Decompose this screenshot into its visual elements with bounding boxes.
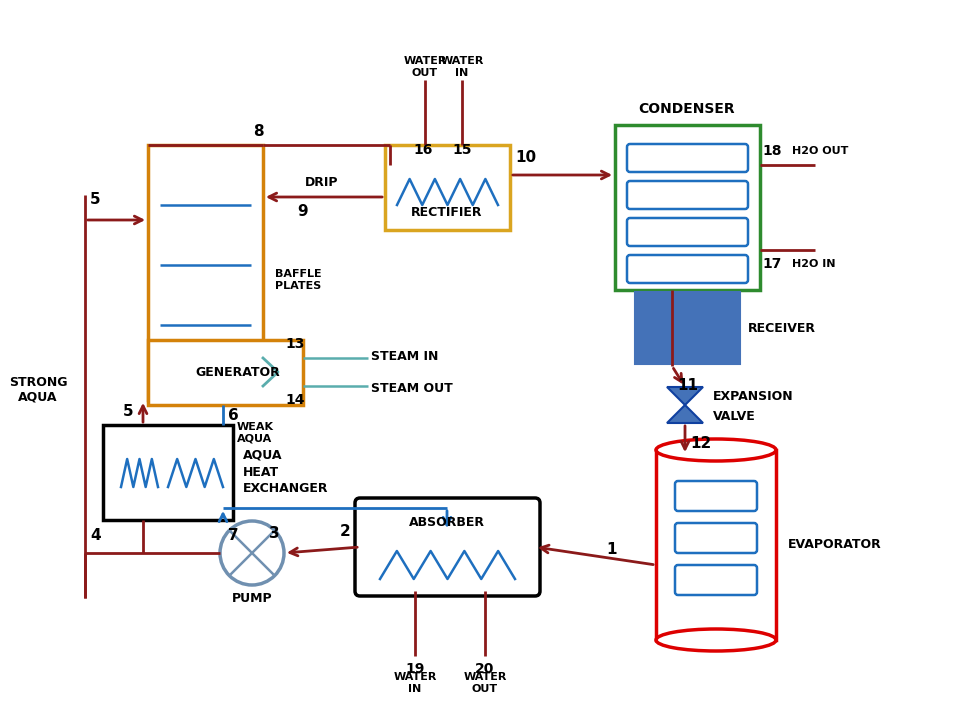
Text: AQUA: AQUA [243, 449, 282, 462]
Circle shape [220, 521, 284, 585]
Text: 9: 9 [297, 204, 307, 218]
Text: 13: 13 [285, 337, 304, 351]
Bar [148, 145, 263, 400]
Text: 3: 3 [269, 526, 279, 541]
Text: STRONG
AQUA: STRONG AQUA [9, 376, 67, 404]
Text: 5: 5 [90, 192, 101, 207]
Text: 7: 7 [228, 528, 239, 542]
Text: 14: 14 [285, 393, 304, 407]
Bar [148, 340, 303, 405]
Text: 4: 4 [90, 528, 101, 542]
Bar [385, 145, 510, 230]
Text: 5: 5 [123, 403, 133, 418]
Text: WATER
OUT: WATER OUT [464, 672, 507, 694]
Bar [615, 125, 760, 290]
Bar [635, 292, 740, 364]
Text: VALVE: VALVE [713, 410, 756, 423]
Text: 11: 11 [677, 379, 698, 394]
Ellipse shape [656, 629, 776, 651]
Ellipse shape [656, 439, 776, 461]
Text: PUMP: PUMP [231, 593, 273, 606]
Polygon shape [667, 387, 703, 405]
Text: 10: 10 [515, 150, 536, 166]
FancyBboxPatch shape [355, 498, 540, 596]
Text: 17: 17 [762, 257, 781, 271]
Text: 1: 1 [606, 542, 616, 557]
Text: 19: 19 [405, 662, 424, 676]
Bar [656, 450, 776, 640]
Text: 16: 16 [413, 143, 432, 157]
Text: 12: 12 [690, 436, 711, 451]
Text: DRIP: DRIP [305, 176, 339, 189]
Text: HEAT: HEAT [243, 466, 279, 479]
Text: STEAM OUT: STEAM OUT [371, 382, 453, 395]
Text: WATER
OUT: WATER OUT [403, 56, 446, 78]
Text: WEAK
AQUA: WEAK AQUA [237, 422, 274, 444]
Text: 20: 20 [475, 662, 494, 676]
Text: BAFFLE
PLATES: BAFFLE PLATES [275, 269, 322, 291]
Text: GENERATOR: GENERATOR [195, 366, 279, 379]
Text: 15: 15 [452, 143, 471, 157]
Text: 2: 2 [340, 524, 350, 539]
Polygon shape [667, 405, 703, 423]
Text: STEAM IN: STEAM IN [371, 349, 439, 362]
Text: WATER
IN: WATER IN [394, 672, 437, 694]
Text: 18: 18 [762, 144, 781, 158]
Text: ABSORBER: ABSORBER [409, 516, 485, 529]
Text: CONDENSER: CONDENSER [638, 102, 735, 116]
Bar [103, 425, 233, 520]
Text: WATER
IN: WATER IN [441, 56, 484, 78]
Text: H2O IN: H2O IN [792, 259, 835, 269]
Text: EVAPORATOR: EVAPORATOR [788, 539, 881, 552]
Text: 6: 6 [228, 408, 239, 423]
Text: RECTIFIER: RECTIFIER [411, 205, 483, 218]
Text: EXCHANGER: EXCHANGER [243, 482, 328, 495]
Text: RECEIVER: RECEIVER [748, 322, 816, 335]
Text: 8: 8 [253, 124, 264, 138]
Text: H2O OUT: H2O OUT [792, 146, 849, 156]
Text: EXPANSION: EXPANSION [713, 390, 794, 403]
